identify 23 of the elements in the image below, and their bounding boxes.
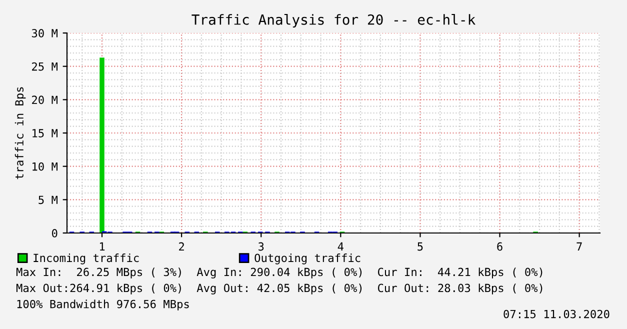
- text: Max Out:264.91 kBps ( 0%) Avg Out: 42.05 kBps ( 0%) Cur Out: 28.03 kBps ( 0%): [16, 284, 542, 294]
- x-tick-label: 6: [497, 242, 502, 251]
- legend-label: Outgoing traffic: [254, 254, 360, 264]
- y-tick-label: 5 M: [38, 196, 58, 204]
- text: Max In: 26.25 MBps ( 3%) Avg In: 290.04 kBps ( 0%) Cur In: 44.21 kBps ( 0%): [16, 268, 542, 278]
- y-axis-title: traffic in Bps: [14, 87, 26, 180]
- x-tick-label: 3: [258, 242, 264, 251]
- y-tick-label: 25 M: [32, 62, 58, 71]
- y-tick-label: 10 M: [32, 162, 58, 171]
- bar: [100, 58, 104, 233]
- text: 100% Bandwidth 976.56 MBps: [17, 300, 189, 310]
- y-tick-label: 30 M: [32, 29, 58, 38]
- chart-title: Traffic Analysis for 20 -- ec-hl-k: [192, 14, 476, 28]
- text: 07:15 11.03.2020: [504, 310, 610, 318]
- x-tick-label: 1: [100, 242, 105, 251]
- x-tick-label: 2: [179, 242, 184, 251]
- legend-label: Incoming traffic: [34, 254, 139, 264]
- x-tick-label: 5: [418, 242, 423, 251]
- x-tick-label: 7: [576, 242, 582, 251]
- y-tick-label: 15 M: [32, 129, 58, 138]
- y-tick-label: 20 M: [32, 96, 58, 104]
- x-tick-label: 4: [338, 242, 344, 251]
- y-tick-label: 0: [52, 229, 58, 238]
